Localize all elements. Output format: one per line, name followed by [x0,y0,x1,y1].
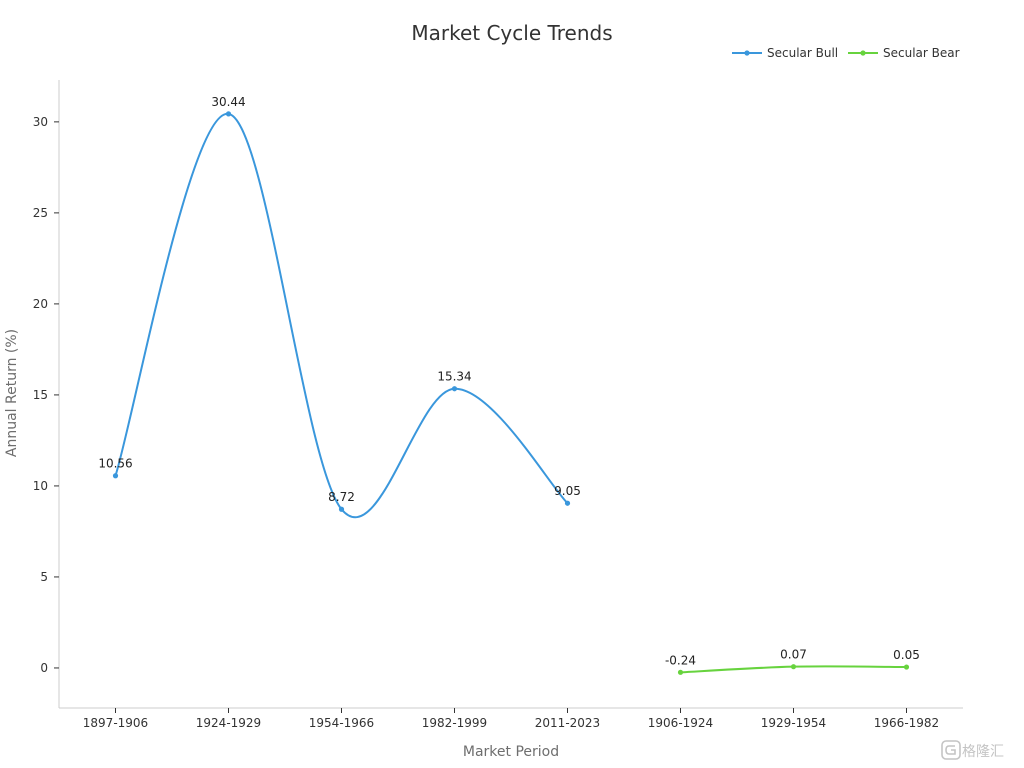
legend-label: Secular Bear [883,46,960,60]
series-layer: 10.56 30.44 8.72 15.34 9.05 -0.24 0.07 0.05 [98,95,920,675]
series-secular-bull: 10.56 30.44 8.72 15.34 9.05 [98,95,581,519]
data-label: -0.24 [665,653,696,667]
y-axis-title: Annual Return (%) [4,329,20,457]
x-tick-label: 1929-1954 [761,716,826,730]
data-point[interactable] [225,111,232,117]
data-label: 0.07 [780,648,807,662]
y-tick-label: 10 [33,479,48,493]
series-line-secular-bull [114,112,569,519]
data-label: 10.56 [98,457,132,471]
data-point[interactable] [338,506,345,512]
x-tick-label: 1982-1999 [422,716,487,730]
data-label: 15.34 [437,370,471,384]
glh-logo-icon [941,740,961,760]
y-tick-label: 25 [33,206,48,220]
chart-title: Market Cycle Trends [411,21,612,45]
data-point[interactable] [790,664,797,670]
x-tick-label: 1966-1982 [874,716,939,730]
x-axis-title: Market Period [463,744,559,760]
series-secular-bear: -0.24 0.07 0.05 [665,648,920,675]
data-point[interactable] [451,386,458,392]
data-point[interactable] [564,500,571,506]
data-label: 8.72 [328,490,355,504]
watermark: 格隆汇 [941,740,1004,760]
watermark-text: 格隆汇 [962,744,1004,760]
legend-marker [744,50,750,56]
y-tick-label: 0 [40,661,48,675]
legend-item-secular-bull[interactable]: Secular Bull [732,46,838,60]
legend-item-secular-bear[interactable]: Secular Bear [848,46,960,60]
data-label: 0.05 [893,648,920,662]
y-tick-label: 20 [33,297,48,311]
y-tick-label: 5 [40,570,48,584]
x-tick-label: 1924-1929 [196,716,261,730]
legend-marker [860,50,866,56]
data-point[interactable] [112,473,119,479]
legend-label: Secular Bull [767,46,838,60]
x-tick-label: 1897-1906 [83,716,148,730]
data-label: 9.05 [554,484,581,498]
data-point[interactable] [677,669,684,675]
chart-legend: Secular Bull Secular Bear [732,46,960,60]
y-tick-label: 15 [33,388,48,402]
data-point[interactable] [903,664,910,670]
y-tick-label: 30 [33,115,48,129]
x-tick-label: 1906-1924 [648,716,713,730]
x-tick-label: 1954-1966 [309,716,374,730]
x-tick-label: 2011-2023 [535,716,600,730]
chart-axes: 0 5 10 15 20 25 30 1897-1906 1924-1929 1954-1966 1… [33,80,963,730]
data-label: 30.44 [211,95,245,109]
